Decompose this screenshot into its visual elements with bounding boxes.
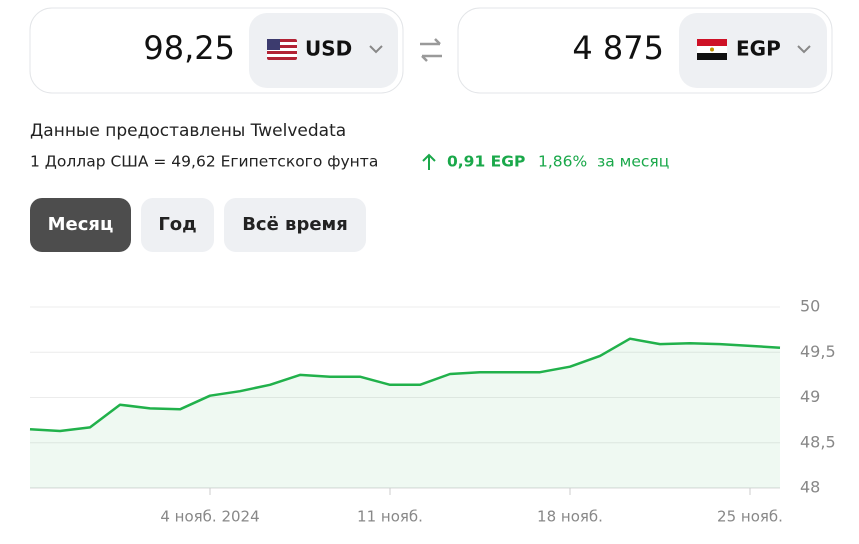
chevron xyxy=(369,45,383,54)
from-currency[interactable] xyxy=(249,13,398,88)
x-tick-label: 25 нояб. xyxy=(717,508,783,526)
tab[interactable]: Всё время xyxy=(242,214,348,235)
eg-flag xyxy=(697,39,727,60)
change: 0,91 EGP xyxy=(447,153,525,171)
us-flag xyxy=(267,39,297,60)
tab[interactable]: Год xyxy=(158,214,196,235)
tab-active[interactable] xyxy=(30,198,131,252)
x-tick-label: 11 нояб. xyxy=(357,508,423,526)
line xyxy=(29,337,781,433)
rate: 1 Доллар США = 49,62 Египетского фунта xyxy=(30,153,378,171)
y-tick-label: 48 xyxy=(800,478,820,497)
swap-icon[interactable] xyxy=(420,38,442,62)
to-currency[interactable] xyxy=(679,13,827,88)
chevron xyxy=(797,45,811,54)
to-code[interactable]: EGP xyxy=(736,37,781,61)
y-tick-label: 50 xyxy=(800,297,820,316)
x-tick-label: 18 нояб. xyxy=(537,508,603,526)
from-amount[interactable]: 98,25 xyxy=(143,29,235,67)
up-arrow xyxy=(422,153,436,170)
y-tick-label: 48,5 xyxy=(800,432,836,451)
area xyxy=(30,338,780,488)
chart: 48 48,5 49 49,5 50 4 нояб. 2024 11 нояб. 18 ноя… xyxy=(29,297,836,526)
from-code[interactable]: USD xyxy=(305,37,352,61)
tab-button[interactable] xyxy=(224,198,366,252)
y-tick-label: 49 xyxy=(800,387,820,406)
to-amount[interactable]: 4 875 xyxy=(572,29,664,67)
y-tick-label: 49,5 xyxy=(800,342,836,361)
change-percent: 1,86% xyxy=(538,153,587,171)
tab-button[interactable] xyxy=(141,198,214,252)
x-tick-label: 4 нояб. 2024 xyxy=(160,508,259,526)
tab[interactable]: Месяц xyxy=(48,214,114,235)
period: за месяц xyxy=(597,153,669,171)
source: Данные предоставлены Twelvedata xyxy=(30,121,346,141)
